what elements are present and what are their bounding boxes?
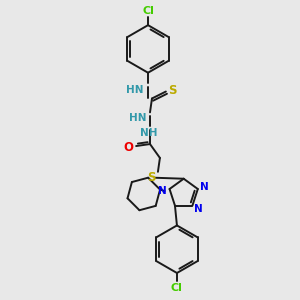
Text: S: S [169, 84, 177, 97]
Text: HN: HN [129, 113, 147, 123]
Text: S: S [147, 171, 155, 184]
Text: HN: HN [126, 85, 144, 94]
Text: O: O [123, 140, 133, 154]
Text: NH: NH [140, 128, 158, 138]
Text: N: N [194, 204, 203, 214]
Text: Cl: Cl [142, 6, 154, 16]
Text: N: N [158, 186, 167, 196]
Text: Cl: Cl [171, 283, 183, 293]
Text: N: N [200, 182, 209, 192]
